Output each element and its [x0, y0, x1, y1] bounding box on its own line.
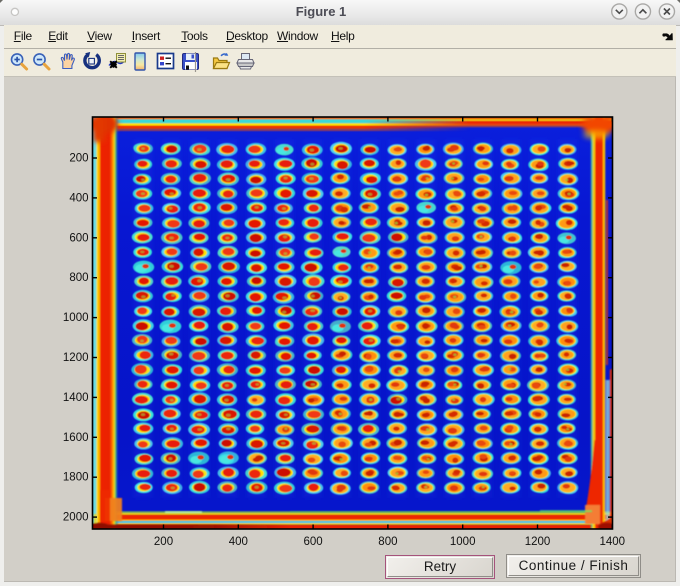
- svg-text:600: 600: [69, 232, 88, 244]
- svg-text:600: 600: [304, 536, 323, 548]
- svg-text:1200: 1200: [63, 352, 89, 364]
- svg-text:1400: 1400: [63, 392, 89, 404]
- svg-text:200: 200: [154, 536, 173, 548]
- svg-text:400: 400: [229, 536, 248, 548]
- svg-text:2000: 2000: [63, 512, 89, 524]
- svg-text:800: 800: [69, 272, 88, 284]
- svg-text:1000: 1000: [450, 536, 476, 548]
- svg-text:1400: 1400: [600, 536, 626, 548]
- svg-text:1200: 1200: [525, 536, 551, 548]
- svg-text:1800: 1800: [63, 472, 89, 484]
- svg-text:1600: 1600: [63, 432, 89, 444]
- svg-text:200: 200: [69, 153, 88, 165]
- svg-text:400: 400: [69, 192, 88, 204]
- svg-text:1000: 1000: [63, 312, 89, 324]
- svg-text:800: 800: [378, 536, 397, 548]
